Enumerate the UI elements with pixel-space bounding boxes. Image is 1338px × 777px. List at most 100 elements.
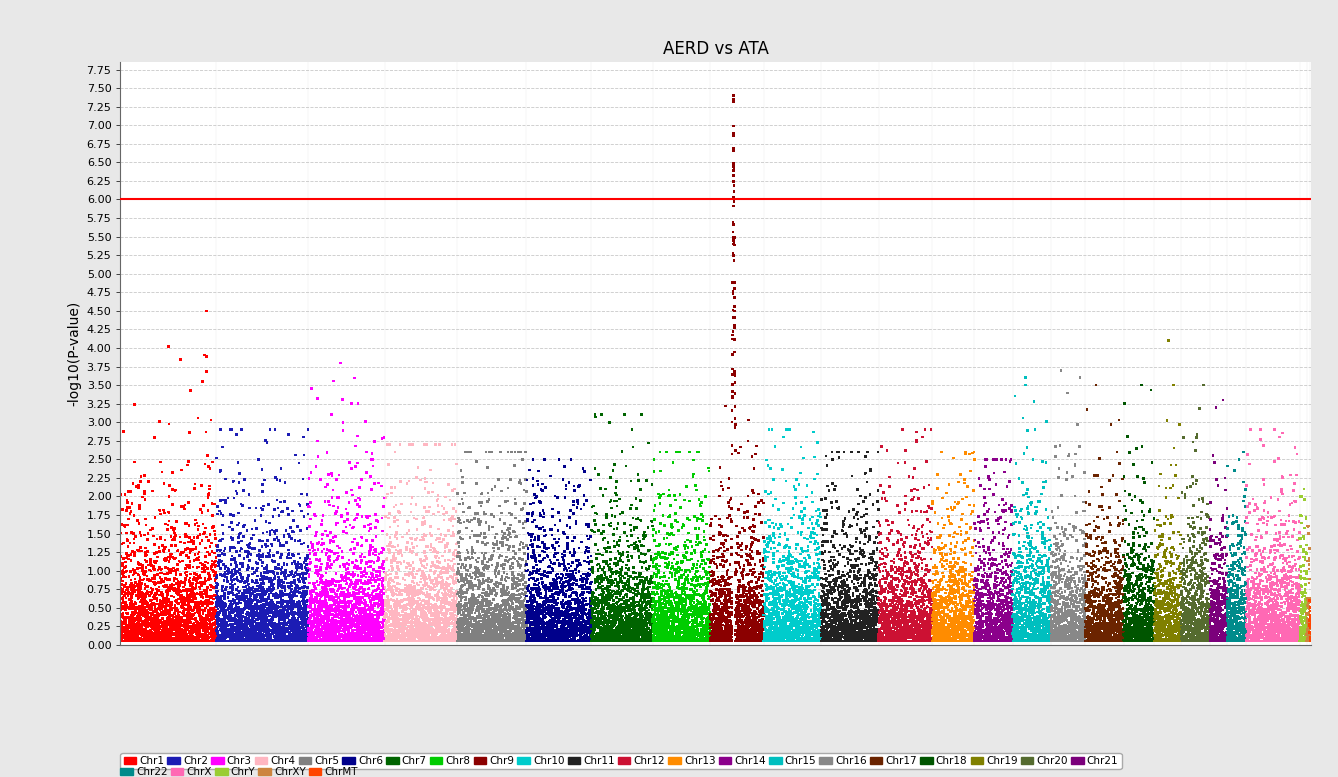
Point bbox=[632, 556, 653, 568]
Point bbox=[1151, 633, 1172, 646]
Point bbox=[1108, 594, 1129, 606]
Point bbox=[139, 624, 161, 636]
Point bbox=[356, 620, 377, 632]
Point bbox=[1022, 583, 1044, 595]
Point bbox=[755, 609, 776, 622]
Point bbox=[1226, 635, 1247, 647]
Point bbox=[520, 607, 542, 619]
Point bbox=[838, 635, 859, 647]
Point bbox=[1262, 594, 1283, 607]
Point bbox=[963, 601, 985, 614]
Point bbox=[1276, 587, 1298, 599]
Point bbox=[1176, 620, 1198, 632]
Point bbox=[1008, 556, 1029, 569]
Point bbox=[438, 633, 459, 646]
Point bbox=[174, 624, 195, 636]
Point bbox=[235, 576, 257, 588]
Point bbox=[638, 587, 660, 599]
Point bbox=[1226, 618, 1247, 630]
Point bbox=[201, 630, 222, 643]
Point bbox=[1226, 631, 1247, 643]
Point bbox=[246, 629, 268, 642]
Point bbox=[134, 592, 155, 605]
Point bbox=[190, 617, 211, 629]
Point bbox=[951, 615, 973, 627]
Point bbox=[827, 599, 848, 611]
Point bbox=[369, 573, 391, 586]
Point bbox=[764, 568, 785, 580]
Point bbox=[563, 633, 585, 646]
Point bbox=[736, 622, 757, 634]
Point bbox=[1268, 615, 1290, 628]
Point bbox=[1199, 613, 1220, 625]
Point bbox=[1175, 631, 1196, 643]
Point bbox=[598, 610, 619, 622]
Point bbox=[1139, 623, 1160, 636]
Point bbox=[543, 607, 565, 619]
Point bbox=[1278, 572, 1299, 584]
Point bbox=[377, 632, 399, 644]
Point bbox=[743, 612, 764, 625]
Point bbox=[471, 635, 492, 647]
Point bbox=[300, 635, 321, 647]
Point bbox=[736, 611, 757, 623]
Point bbox=[918, 535, 939, 548]
Point bbox=[954, 626, 975, 639]
Point bbox=[383, 624, 404, 636]
Point bbox=[563, 634, 585, 646]
Point bbox=[563, 619, 585, 632]
Point bbox=[851, 605, 872, 618]
Point bbox=[1001, 499, 1022, 511]
Point bbox=[1010, 614, 1032, 626]
Point bbox=[252, 614, 273, 626]
Point bbox=[986, 635, 1008, 647]
Point bbox=[882, 584, 903, 597]
Point bbox=[884, 632, 906, 644]
Point bbox=[846, 599, 867, 611]
Point bbox=[266, 604, 288, 616]
Point bbox=[791, 526, 812, 538]
Point bbox=[546, 622, 567, 634]
Point bbox=[425, 614, 447, 626]
Point bbox=[895, 626, 917, 639]
Point bbox=[1260, 635, 1282, 647]
Point bbox=[451, 608, 472, 621]
Point bbox=[840, 597, 862, 609]
Point bbox=[994, 619, 1016, 632]
Point bbox=[387, 593, 408, 605]
Point bbox=[177, 617, 198, 629]
Point bbox=[1069, 635, 1090, 647]
Point bbox=[682, 468, 704, 480]
Point bbox=[272, 626, 293, 639]
Point bbox=[1298, 528, 1319, 540]
Point bbox=[155, 580, 177, 593]
Point bbox=[747, 597, 768, 609]
Point bbox=[744, 626, 765, 639]
Point bbox=[828, 580, 850, 592]
Point bbox=[773, 550, 795, 563]
Point bbox=[812, 580, 834, 592]
Point bbox=[1291, 591, 1313, 604]
Point bbox=[424, 543, 446, 556]
Point bbox=[302, 629, 324, 641]
Point bbox=[967, 603, 989, 615]
Point bbox=[1036, 559, 1057, 571]
Point bbox=[958, 590, 979, 602]
Point bbox=[828, 586, 850, 598]
Point bbox=[1223, 632, 1244, 645]
Point bbox=[1127, 527, 1148, 539]
Point bbox=[597, 635, 618, 647]
Point bbox=[177, 584, 198, 597]
Point bbox=[167, 630, 189, 643]
Point bbox=[546, 626, 567, 639]
Point bbox=[1006, 625, 1028, 637]
Point bbox=[1034, 609, 1056, 622]
Point bbox=[740, 595, 761, 608]
Point bbox=[728, 503, 749, 516]
Point bbox=[921, 622, 942, 635]
Point bbox=[526, 625, 547, 637]
Point bbox=[937, 635, 958, 647]
Point bbox=[982, 618, 1004, 630]
Point bbox=[1222, 563, 1243, 576]
Point bbox=[179, 602, 201, 615]
